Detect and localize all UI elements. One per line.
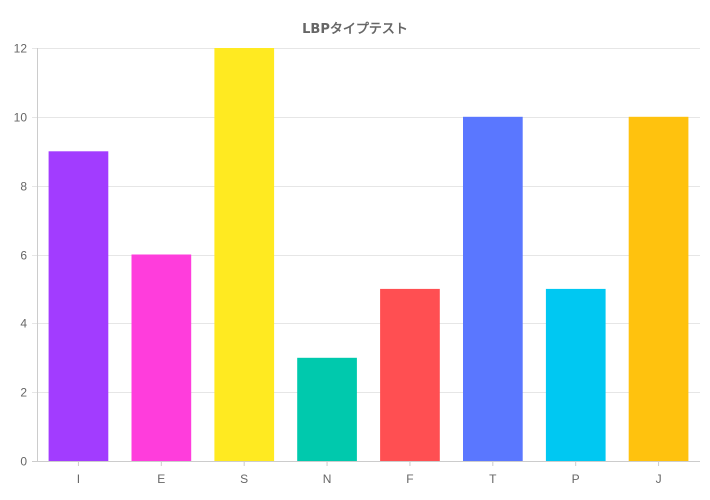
- y-tick-label: 10: [14, 111, 28, 125]
- bar-e[interactable]: [131, 254, 192, 462]
- bar-i[interactable]: [48, 151, 109, 462]
- bar-f[interactable]: [380, 288, 440, 461]
- bar-s[interactable]: [214, 48, 275, 461]
- axes: [32, 48, 700, 462]
- y-tick-label: 12: [14, 42, 28, 56]
- x-tick-label: T: [489, 472, 497, 486]
- bars: [48, 48, 689, 462]
- y-tick-label: 4: [20, 317, 27, 331]
- bar-n[interactable]: [297, 357, 357, 462]
- x-tick-label: I: [77, 472, 80, 486]
- x-tick-label: S: [240, 472, 248, 486]
- chart-title: LBPタイプテスト: [302, 22, 408, 37]
- bar-j[interactable]: [628, 116, 689, 462]
- x-tick-label: P: [572, 472, 580, 486]
- x-tick-label: J: [656, 472, 662, 486]
- y-tick-label: 6: [20, 249, 27, 263]
- y-tick-label: 8: [20, 180, 27, 194]
- y-tick-label: 2: [20, 386, 27, 400]
- bar-t[interactable]: [463, 116, 523, 462]
- y-axis-ticks: 0 2 4 6 8 10 12: [14, 42, 28, 469]
- x-tick-label: E: [157, 472, 165, 486]
- bar-p[interactable]: [545, 288, 606, 461]
- y-tick-label: 0: [20, 455, 27, 469]
- x-tick-label: F: [406, 472, 413, 486]
- x-tick-label: N: [323, 472, 332, 486]
